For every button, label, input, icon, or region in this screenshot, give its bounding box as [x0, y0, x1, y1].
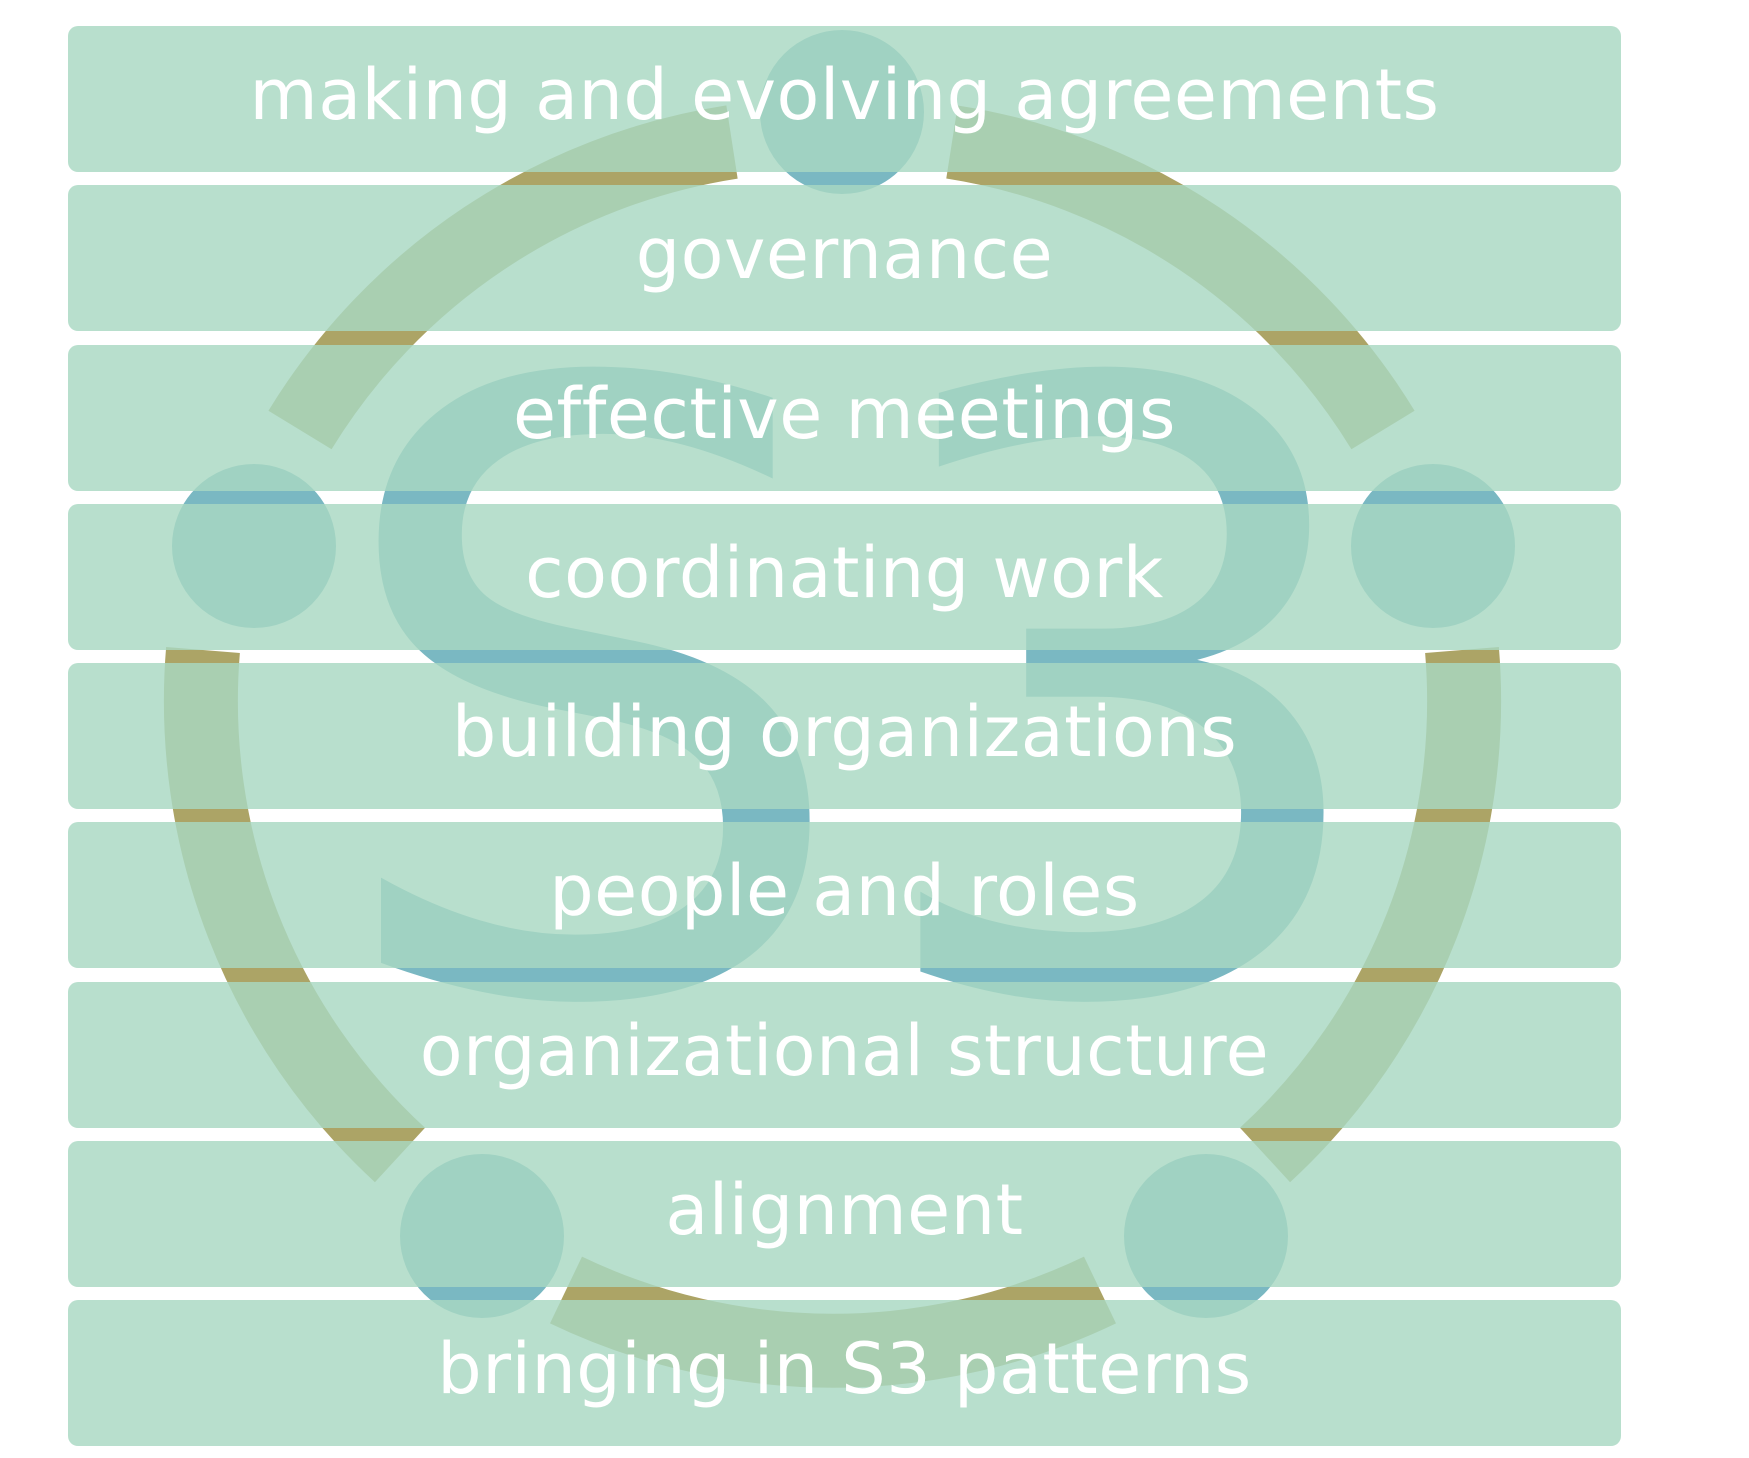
- topic-band: alignment: [68, 1141, 1621, 1287]
- topic-label: bringing in S3 patterns: [437, 1328, 1252, 1410]
- topic-label: building organizations: [451, 691, 1238, 773]
- topic-band: building organizations: [68, 663, 1621, 809]
- topic-label: organizational structure: [419, 1010, 1270, 1092]
- topic-band: people and roles: [68, 822, 1621, 968]
- topic-label: making and evolving agreements: [249, 54, 1440, 136]
- topic-band: bringing in S3 patterns: [68, 1300, 1621, 1446]
- topic-band: effective meetings: [68, 345, 1621, 491]
- topic-band: making and evolving agreements: [68, 26, 1621, 172]
- topic-label: people and roles: [549, 850, 1140, 932]
- topic-band: governance: [68, 185, 1621, 331]
- topic-label: alignment: [665, 1169, 1024, 1251]
- topic-band: coordinating work: [68, 504, 1621, 650]
- topic-label: effective meetings: [512, 373, 1177, 455]
- topic-band: organizational structure: [68, 982, 1621, 1128]
- topic-label: coordinating work: [525, 532, 1164, 614]
- topic-label: governance: [635, 213, 1054, 295]
